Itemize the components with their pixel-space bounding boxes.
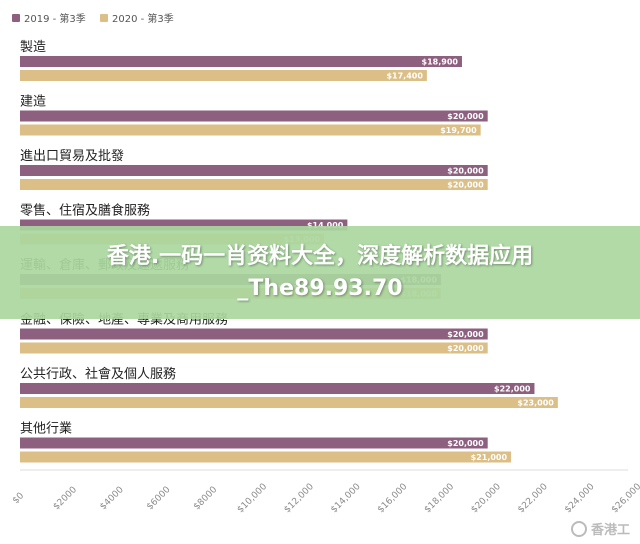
x-tick-label: $16,000 [376, 482, 410, 516]
legend-label-2: 2020 - 第3季 [112, 12, 174, 25]
x-tick-label: $2000 [52, 485, 80, 513]
legend-swatch-1 [12, 14, 20, 22]
bar-series-2 [20, 397, 558, 408]
bar-series-2 [20, 124, 481, 136]
x-tick-label: $12,000 [283, 482, 317, 516]
category-label: 零售、住宿及膳食服務 [20, 203, 150, 219]
bar-value-label: $20,000 [447, 344, 484, 353]
x-tick-label: $26,000 [610, 482, 640, 516]
legend-swatch-2 [100, 14, 108, 22]
bar-value-label: $20,000 [447, 167, 484, 176]
bar-series-1 [20, 110, 488, 122]
bar-series-2 [20, 342, 488, 354]
bar-value-label: $19,700 [440, 126, 477, 135]
bar-series-2 [20, 70, 427, 81]
bar-value-label: $18,900 [422, 58, 459, 67]
x-tick-label: $18,000 [423, 482, 457, 516]
bar-value-label: $14,000 [307, 221, 344, 230]
bar-series-1 [20, 383, 535, 394]
watermark: 香港工 [570, 519, 630, 538]
bar-value-label: $20,000 [447, 330, 484, 339]
category-label: 公共行政、社會及個人服務 [20, 366, 176, 382]
x-tick-label: $20,000 [470, 482, 504, 516]
bar-series-2 [20, 179, 488, 190]
bar-value-label: $20,000 [447, 439, 484, 448]
category-label: 製造 [20, 40, 46, 55]
x-tick-label: $0 [11, 491, 26, 506]
x-tick-label: $22,000 [516, 482, 550, 516]
title-banner: 香港.一码一肖资料大全，深度解析数据应用_The89.93.70 [0, 226, 640, 319]
bar-series-2 [20, 451, 512, 463]
bar-series-1 [20, 328, 488, 340]
category-label: 進出口貿易及批發 [20, 149, 124, 164]
bar-value-label: $17,400 [386, 72, 423, 81]
bar-value-label: $20,000 [447, 112, 484, 121]
x-tick-label: $10,000 [236, 482, 270, 516]
category-label: 建造 [20, 95, 46, 110]
category-label: 其他行業 [20, 421, 72, 437]
watermark-text: 香港工 [590, 523, 630, 538]
bar-value-label: $23,000 [517, 399, 554, 408]
bar-series-1 [20, 165, 488, 176]
x-tick-label: $24,000 [563, 482, 597, 516]
x-tick-label: $8000 [192, 485, 220, 513]
banner-title: 香港.一码一肖资料大全，深度解析数据应用_The89.93.70 [106, 243, 534, 301]
bar-value-label: $22,000 [494, 385, 531, 394]
legend-label-1: 2019 - 第3季 [24, 12, 86, 25]
x-tick-label: $14,000 [329, 482, 363, 516]
x-tick-label: $4000 [98, 485, 126, 513]
bar-series-1 [20, 219, 348, 231]
bar-value-label: $20,000 [447, 181, 484, 190]
bar-series-1 [20, 56, 462, 67]
bar-series-1 [20, 437, 488, 449]
watermark-logo-icon [570, 520, 587, 537]
x-tick-label: $6000 [145, 485, 173, 513]
bar-value-label: $21,000 [471, 453, 508, 462]
